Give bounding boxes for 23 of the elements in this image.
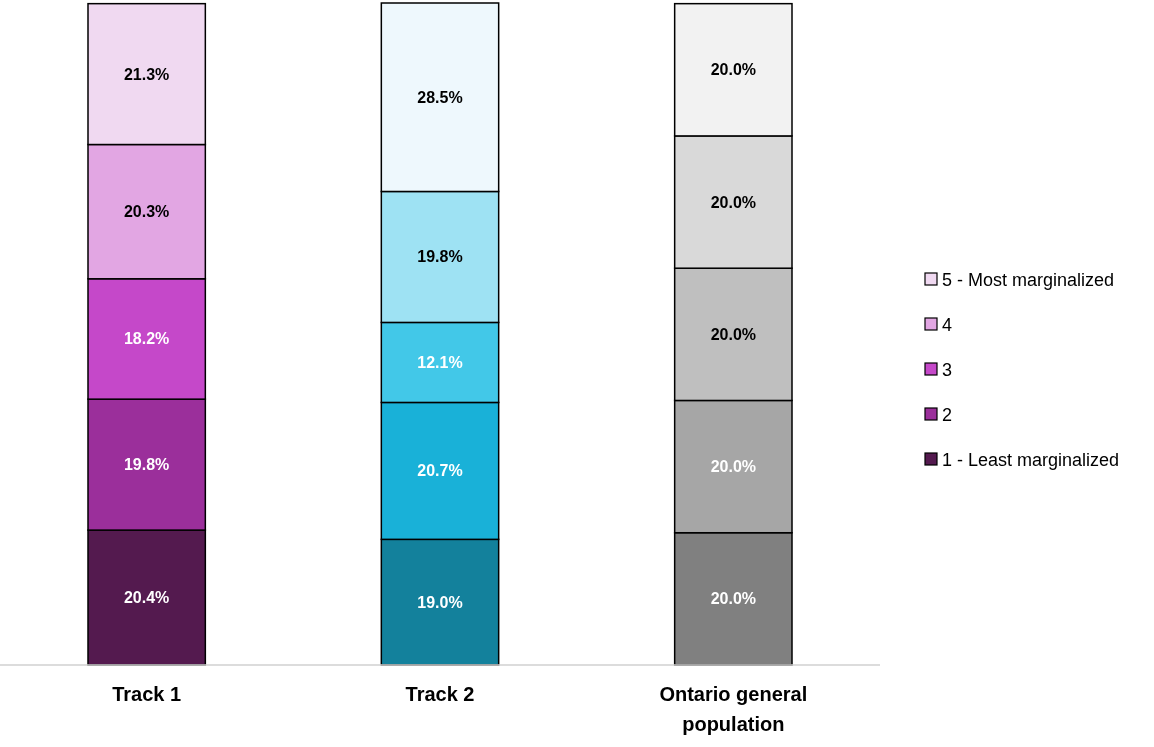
- x-tick-label: Track 2: [405, 683, 475, 705]
- data-label: 20.3%: [123, 203, 170, 221]
- data-label: 20.0%: [710, 458, 757, 476]
- data-label: 20.0%: [710, 193, 757, 211]
- data-label: 19.8%: [123, 456, 170, 474]
- data-label: 20.0%: [710, 325, 757, 343]
- data-label: 28.5%: [417, 88, 463, 106]
- data-label: 20.7%: [417, 462, 463, 480]
- legend-label: 2: [942, 405, 953, 425]
- legend-label: 4: [942, 315, 953, 335]
- x-tick-label: Ontario general population: [659, 683, 808, 735]
- data-label: 12.1%: [417, 353, 463, 371]
- data-label: 19.8%: [417, 248, 463, 266]
- data-label: 20.0%: [710, 61, 757, 79]
- data-label: 21.3%: [123, 65, 170, 83]
- x-tick-label: Track 1: [112, 683, 182, 705]
- data-label: 19.0%: [417, 593, 463, 611]
- data-label: 18.2%: [123, 330, 170, 348]
- legend-label: 5 - Most marginalized: [942, 270, 1115, 290]
- legend-label: 1 - Least marginalized: [942, 450, 1120, 470]
- legend-label: 3: [942, 360, 953, 380]
- data-label: 20.0%: [710, 590, 757, 608]
- data-label: 20.4%: [123, 589, 170, 607]
